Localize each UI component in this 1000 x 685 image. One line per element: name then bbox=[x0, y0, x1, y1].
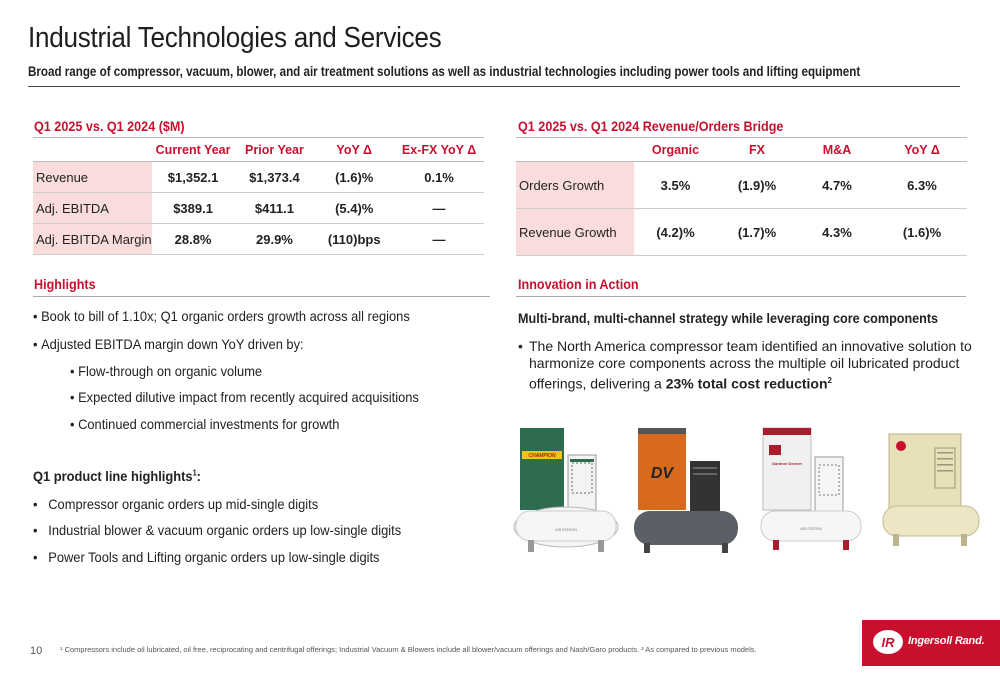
page-subtitle: Broad range of compressor, vacuum, blowe… bbox=[28, 64, 861, 79]
product-brand-label: CHAMPION bbox=[528, 453, 556, 459]
column-header: YoY Δ bbox=[877, 137, 967, 162]
table-cell: 3.5% bbox=[634, 161, 717, 209]
dv-compressor-image: DV bbox=[634, 428, 738, 553]
financials-heading: Q1 2025 vs. Q1 2024 ($M) bbox=[34, 118, 185, 134]
list-item: • Expected dilutive impact from recently… bbox=[70, 389, 419, 405]
column-header: Ex-FX YoY Δ bbox=[394, 137, 484, 162]
table-cell: (5.4)% bbox=[314, 192, 395, 224]
table-cell: $1,352.1 bbox=[151, 161, 235, 193]
table-cell: 4.7% bbox=[797, 161, 877, 209]
table-row: Revenue Growth (4.2)% (1.7)% 4.3% (1.6)% bbox=[516, 208, 967, 256]
innovation-subheading: Multi-brand, multi-channel strategy whil… bbox=[518, 310, 939, 326]
table-row: Revenue $1,352.1 $1,373.4 (1.6)% 0.1% bbox=[33, 161, 484, 193]
table-cell: (1.6)% bbox=[314, 161, 395, 193]
table-cell: $411.1 bbox=[234, 192, 315, 224]
column-header: Prior Year bbox=[234, 137, 315, 162]
table-cell: $389.1 bbox=[151, 192, 235, 224]
table-row: Adj. EBITDA Margin 28.8% 29.9% (110)bps … bbox=[33, 223, 484, 255]
product-brand-label: Gardner Denver bbox=[772, 461, 803, 466]
column-header: M&A bbox=[797, 137, 877, 162]
heading-text: Q1 product line highlights bbox=[33, 468, 193, 484]
column-header bbox=[33, 137, 152, 162]
table-cell: 4.3% bbox=[797, 208, 877, 256]
bullet-text: Industrial blower & vacuum organic order… bbox=[48, 522, 402, 538]
list-item: • Power Tools and Lifting organic orders… bbox=[33, 549, 380, 565]
ingersoll-rand-logo: IR Ingersoll Rand. bbox=[862, 620, 1000, 666]
list-item: • Compressor organic orders up mid-singl… bbox=[33, 496, 319, 512]
emphasis-text: 23% total cost reduction bbox=[665, 375, 828, 392]
title-divider bbox=[28, 86, 960, 87]
column-header: FX bbox=[717, 137, 797, 162]
row-label: Adj. EBITDA Margin bbox=[33, 223, 152, 255]
bridge-table: Organic FX M&A YoY Δ Orders Growth 3.5% … bbox=[516, 137, 967, 256]
page-number: 10 bbox=[30, 645, 43, 657]
table-cell: (110)bps bbox=[314, 223, 395, 255]
highlights-divider bbox=[33, 296, 490, 297]
list-item: • Flow-through on organic volume bbox=[70, 363, 263, 379]
product-brand-label: DV bbox=[651, 465, 675, 482]
row-label: Revenue Growth bbox=[516, 208, 634, 256]
list-item: • Adjusted EBITDA margin down YoY driven… bbox=[33, 336, 304, 352]
table-cell: (1.9)% bbox=[717, 161, 797, 209]
bullet-marker: • bbox=[518, 338, 523, 354]
product-images: CHAMPION AIR STATION DV Gardner Denver A… bbox=[505, 418, 995, 558]
row-label: Revenue bbox=[33, 161, 152, 193]
bullet-text: Compressor organic orders up mid-single … bbox=[48, 496, 319, 512]
table-cell: (1.7)% bbox=[717, 208, 797, 256]
bullet-text: Book to bill of 1.10x; Q1 organic orders… bbox=[41, 308, 410, 324]
logo-mark-text: IR bbox=[882, 635, 896, 650]
paragraph-text: The North America compressor team identi… bbox=[529, 338, 972, 392]
footnote-marker: 2 bbox=[827, 376, 832, 385]
table-cell: 6.3% bbox=[877, 161, 967, 209]
table-cell: — bbox=[394, 223, 484, 255]
list-item: • Industrial blower & vacuum organic ord… bbox=[33, 522, 402, 538]
innovation-heading: Innovation in Action bbox=[518, 276, 639, 292]
innovation-divider bbox=[516, 296, 966, 297]
bullet-text: Adjusted EBITDA margin down YoY driven b… bbox=[41, 336, 304, 352]
row-label: Adj. EBITDA bbox=[33, 192, 152, 224]
tank-label: AIR STATION bbox=[555, 528, 577, 532]
table-row: Orders Growth 3.5% (1.9)% 4.7% 6.3% bbox=[516, 161, 967, 209]
product-highlights-heading: Q1 product line highlights1: bbox=[33, 468, 201, 484]
table-cell: (1.6)% bbox=[877, 208, 967, 256]
table-cell: 28.8% bbox=[151, 223, 235, 255]
bullet-text: Expected dilutive impact from recently a… bbox=[78, 389, 419, 405]
highlights-heading: Highlights bbox=[34, 276, 96, 292]
champion-compressor-image: CHAMPION AIR STATION bbox=[513, 428, 619, 552]
column-header: YoY Δ bbox=[314, 137, 395, 162]
table-header-row: Current Year Prior Year YoY Δ Ex-FX YoY … bbox=[33, 137, 484, 162]
table-header-row: Organic FX M&A YoY Δ bbox=[516, 137, 967, 162]
bullet-text: Power Tools and Lifting organic orders u… bbox=[48, 549, 380, 565]
table-cell: 29.9% bbox=[234, 223, 315, 255]
financials-table: Current Year Prior Year YoY Δ Ex-FX YoY … bbox=[33, 137, 484, 255]
list-item: • Book to bill of 1.10x; Q1 organic orde… bbox=[33, 308, 410, 324]
ingersoll-rand-compressor-image bbox=[882, 433, 980, 546]
bullet-text: Flow-through on organic volume bbox=[78, 363, 263, 379]
table-row: Adj. EBITDA $389.1 $411.1 (5.4)% — bbox=[33, 192, 484, 224]
column-header: Organic bbox=[634, 137, 717, 162]
gardner-denver-compressor-image: Gardner Denver AIR STATION bbox=[760, 427, 862, 550]
innovation-paragraph: • The North America compressor team iden… bbox=[518, 338, 988, 393]
list-item: • Continued commercial investments for g… bbox=[70, 416, 340, 432]
ir-logo-icon: IR bbox=[873, 630, 903, 654]
row-label: Orders Growth bbox=[516, 161, 634, 209]
column-header bbox=[516, 137, 634, 162]
bullet-text: Continued commercial investments for gro… bbox=[78, 416, 340, 432]
footnote-marker: 1 bbox=[192, 468, 197, 478]
footnote: ¹ Compressors include oil lubricated, oi… bbox=[60, 645, 757, 654]
logo-text: Ingersoll Rand. bbox=[908, 635, 985, 647]
table-cell: 0.1% bbox=[394, 161, 484, 193]
page-title: Industrial Technologies and Services bbox=[28, 22, 442, 54]
column-header: Current Year bbox=[151, 137, 235, 162]
tank-label: AIR STATION bbox=[800, 527, 822, 531]
heading-colon: : bbox=[196, 468, 201, 484]
table-cell: $1,373.4 bbox=[234, 161, 315, 193]
bridge-heading: Q1 2025 vs. Q1 2024 Revenue/Orders Bridg… bbox=[518, 118, 784, 134]
table-cell: (4.2)% bbox=[634, 208, 717, 256]
table-cell: — bbox=[394, 192, 484, 224]
